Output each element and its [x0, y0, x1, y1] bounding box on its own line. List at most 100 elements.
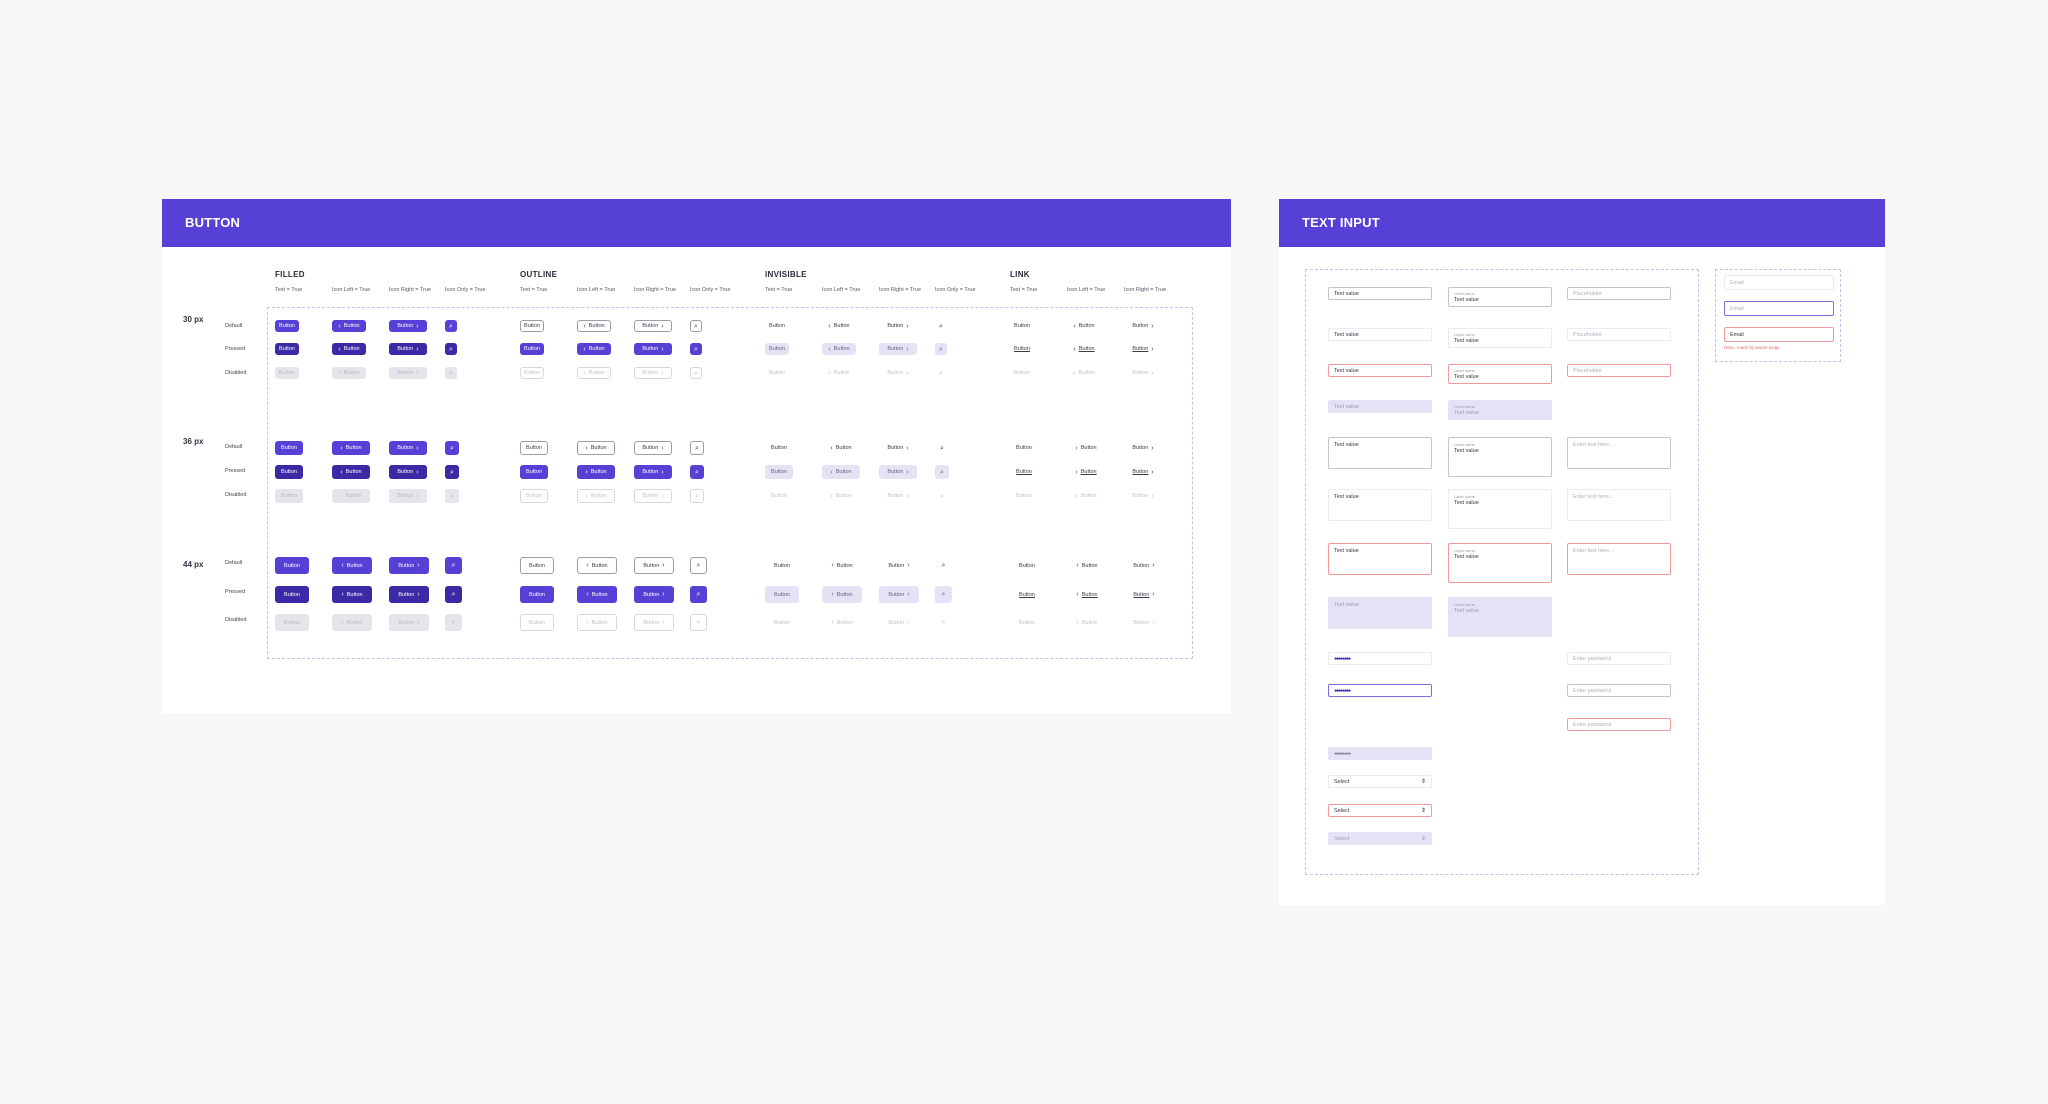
outline-button-text[interactable]: Button: [520, 465, 548, 479]
outline-button-icon-right[interactable]: Button ›: [634, 489, 672, 503]
select-dropdown[interactable]: Select ⇕: [1328, 775, 1432, 788]
invisible-button-icon-right[interactable]: Button ›: [879, 586, 919, 603]
invisible-button-text[interactable]: Button: [765, 343, 789, 355]
link-button-text[interactable]: Button: [1010, 586, 1044, 603]
filled-button-icon-left[interactable]: ‹ Button: [332, 614, 372, 631]
text-input[interactable]: Text value: [1328, 287, 1432, 300]
invisible-button-icon-right[interactable]: Button ›: [879, 320, 917, 332]
password-input[interactable]: Enter password: [1567, 652, 1671, 665]
filled-button-icon-left[interactable]: ‹ Button: [332, 320, 366, 332]
outline-button-text[interactable]: Button: [520, 367, 544, 379]
labeled-text-input[interactable]: Label name Text value: [1448, 328, 1552, 348]
link-button-icon-left[interactable]: ‹ Button: [1067, 465, 1105, 479]
email-input[interactable]: Email: [1724, 275, 1834, 290]
filled-button-icon-only[interactable]: ⌕: [445, 489, 459, 503]
filled-button-icon-left[interactable]: ‹ Button: [332, 557, 372, 574]
password-input[interactable]: ●●●●●●●●: [1328, 652, 1432, 665]
filled-button-icon-only[interactable]: ⌕: [445, 343, 457, 355]
outline-button-icon-right[interactable]: Button ›: [634, 614, 674, 631]
filled-button-text[interactable]: Button: [275, 320, 299, 332]
link-button-icon-left[interactable]: ‹ Button: [1067, 367, 1101, 379]
filled-button-icon-right[interactable]: Button ›: [389, 367, 427, 379]
outline-button-icon-right[interactable]: Button ›: [634, 343, 672, 355]
invisible-button-icon-right[interactable]: Button ›: [879, 343, 917, 355]
labeled-textarea[interactable]: Label name Text value: [1448, 543, 1552, 583]
filled-button-icon-left[interactable]: ‹ Button: [332, 465, 370, 479]
filled-button-icon-only[interactable]: ⌕: [445, 557, 462, 574]
link-button-icon-left[interactable]: ‹ Button: [1067, 557, 1107, 574]
link-button-icon-right[interactable]: Button ›: [1124, 489, 1162, 503]
link-button-text[interactable]: Button: [1010, 343, 1034, 355]
invisible-button-icon-left[interactable]: ‹ Button: [822, 489, 860, 503]
invisible-button-icon-only[interactable]: ⌕: [935, 586, 952, 603]
filled-button-icon-right[interactable]: Button ›: [389, 441, 427, 455]
filled-button-text[interactable]: Button: [275, 343, 299, 355]
filled-button-icon-only[interactable]: ⌕: [445, 614, 462, 631]
link-button-icon-right[interactable]: Button ›: [1124, 614, 1164, 631]
invisible-button-icon-only[interactable]: ⌕: [935, 367, 947, 379]
link-button-icon-left[interactable]: ‹ Button: [1067, 614, 1107, 631]
link-button-text[interactable]: Button: [1010, 367, 1034, 379]
text-input[interactable]: Text value: [1328, 400, 1432, 413]
invisible-button-icon-left[interactable]: ‹ Button: [822, 320, 856, 332]
textarea[interactable]: Text value: [1328, 489, 1432, 521]
outline-button-icon-left[interactable]: ‹ Button: [577, 557, 617, 574]
link-button-icon-right[interactable]: Button ›: [1124, 320, 1162, 332]
outline-button-icon-left[interactable]: ‹ Button: [577, 343, 611, 355]
invisible-button-icon-only[interactable]: ⌕: [935, 465, 949, 479]
outline-button-icon-right[interactable]: Button ›: [634, 586, 674, 603]
outline-button-icon-only[interactable]: ⌕: [690, 343, 702, 355]
filled-button-icon-right[interactable]: Button ›: [389, 320, 427, 332]
outline-button-icon-right[interactable]: Button ›: [634, 465, 672, 479]
link-button-icon-left[interactable]: ‹ Button: [1067, 441, 1105, 455]
filled-button-icon-left[interactable]: ‹ Button: [332, 367, 366, 379]
filled-button-icon-right[interactable]: Button ›: [389, 614, 429, 631]
invisible-button-icon-right[interactable]: Button ›: [879, 557, 919, 574]
invisible-button-icon-right[interactable]: Button ›: [879, 489, 917, 503]
invisible-button-icon-right[interactable]: Button ›: [879, 441, 917, 455]
link-button-icon-left[interactable]: ‹ Button: [1067, 489, 1105, 503]
link-button-text[interactable]: Button: [1010, 489, 1038, 503]
outline-button-icon-only[interactable]: ⌕: [690, 320, 702, 332]
link-button-icon-right[interactable]: Button ›: [1124, 343, 1162, 355]
filled-button-text[interactable]: Button: [275, 614, 309, 631]
labeled-text-input[interactable]: Label name Text value: [1448, 287, 1552, 307]
link-button-icon-left[interactable]: ‹ Button: [1067, 320, 1101, 332]
filled-button-icon-left[interactable]: ‹ Button: [332, 586, 372, 603]
invisible-button-icon-only[interactable]: ⌕: [935, 557, 952, 574]
placeholder-textarea[interactable]: Enter text here...: [1567, 437, 1671, 469]
password-input[interactable]: Enter password: [1567, 718, 1671, 731]
invisible-button-text[interactable]: Button: [765, 367, 789, 379]
invisible-button-icon-left[interactable]: ‹ Button: [822, 465, 860, 479]
filled-button-icon-only[interactable]: ⌕: [445, 367, 457, 379]
filled-button-text[interactable]: Button: [275, 441, 303, 455]
link-button-icon-right[interactable]: Button ›: [1124, 441, 1162, 455]
invisible-button-text[interactable]: Button: [765, 489, 793, 503]
outline-button-icon-left[interactable]: ‹ Button: [577, 489, 615, 503]
filled-button-icon-only[interactable]: ⌕: [445, 441, 459, 455]
filled-button-icon-right[interactable]: Button ›: [389, 557, 429, 574]
invisible-button-icon-right[interactable]: Button ›: [879, 614, 919, 631]
outline-button-icon-right[interactable]: Button ›: [634, 367, 672, 379]
labeled-text-input[interactable]: Label name Text value: [1448, 400, 1552, 420]
placeholder-input[interactable]: Placeholder: [1567, 328, 1671, 341]
outline-button-icon-only[interactable]: ⌕: [690, 614, 707, 631]
filled-button-icon-left[interactable]: ‹ Button: [332, 441, 370, 455]
outline-button-icon-left[interactable]: ‹ Button: [577, 586, 617, 603]
textarea[interactable]: Text value: [1328, 597, 1432, 629]
outline-button-icon-right[interactable]: Button ›: [634, 557, 674, 574]
link-button-text[interactable]: Button: [1010, 320, 1034, 332]
invisible-button-icon-right[interactable]: Button ›: [879, 465, 917, 479]
invisible-button-icon-only[interactable]: ⌕: [935, 489, 949, 503]
filled-button-icon-only[interactable]: ⌕: [445, 586, 462, 603]
link-button-icon-left[interactable]: ‹ Button: [1067, 586, 1107, 603]
labeled-textarea[interactable]: Label name Text value: [1448, 437, 1552, 477]
outline-button-text[interactable]: Button: [520, 343, 544, 355]
link-button-icon-right[interactable]: Button ›: [1124, 367, 1162, 379]
filled-button-icon-right[interactable]: Button ›: [389, 465, 427, 479]
textarea[interactable]: Text value: [1328, 543, 1432, 575]
invisible-button-icon-only[interactable]: ⌕: [935, 614, 952, 631]
filled-button-icon-right[interactable]: Button ›: [389, 489, 427, 503]
text-input[interactable]: Text value: [1328, 328, 1432, 341]
filled-button-icon-right[interactable]: Button ›: [389, 343, 427, 355]
